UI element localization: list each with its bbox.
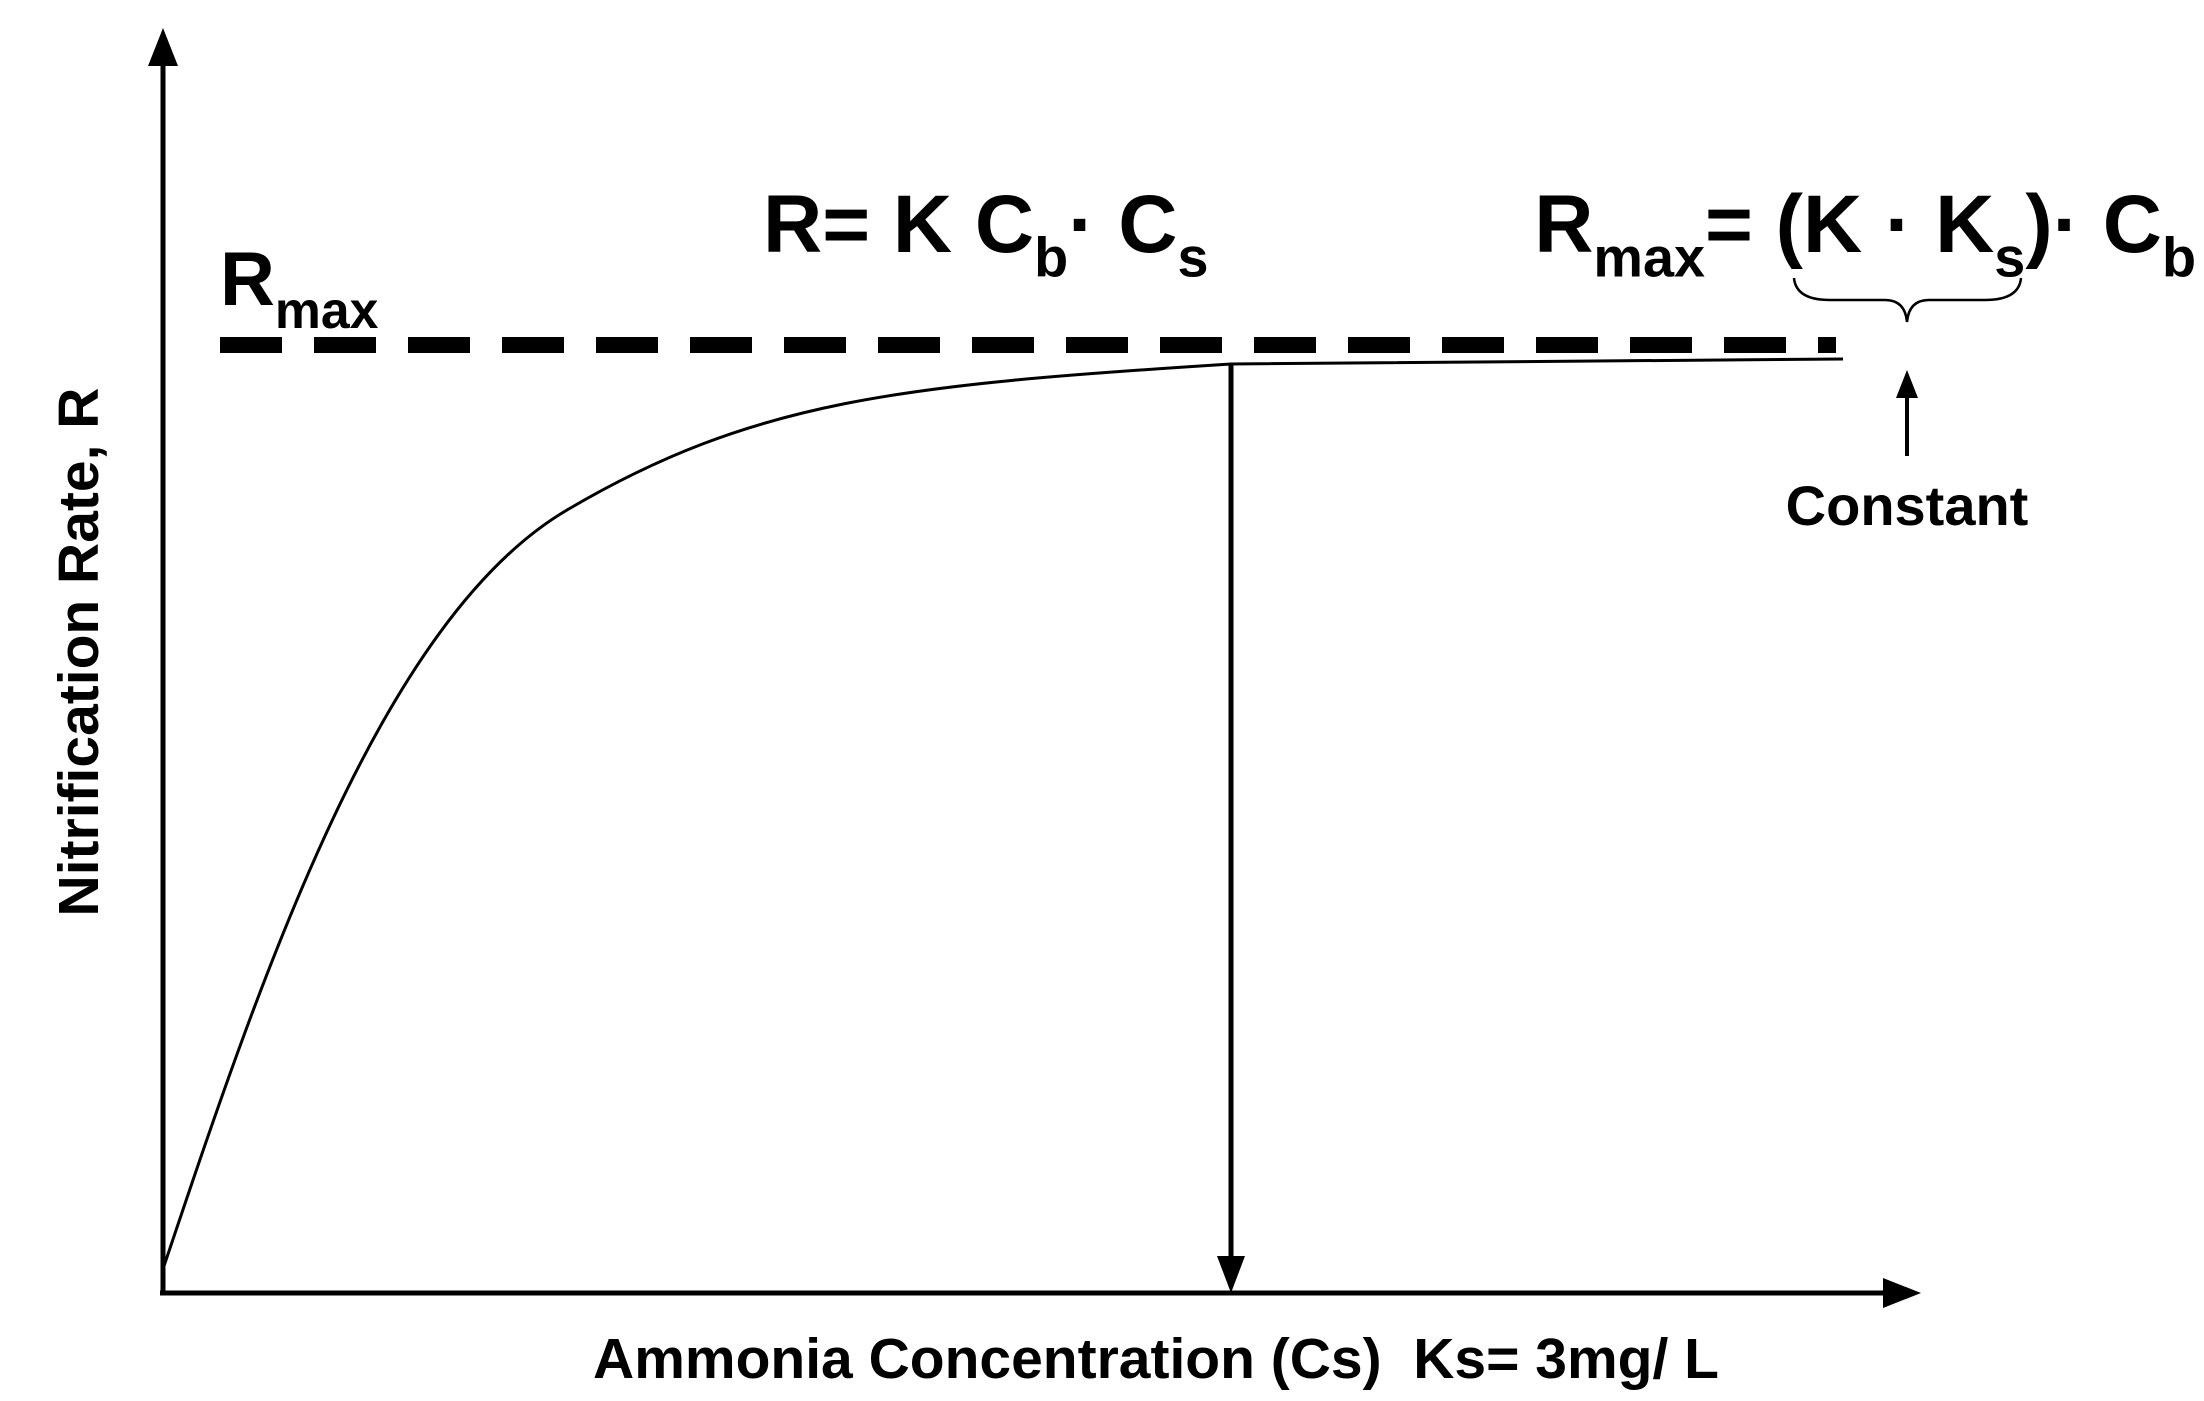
rmax-label: Rmax (220, 237, 379, 339)
equation-text: R= K C (763, 179, 1034, 270)
equation-text: )· C (2025, 179, 2162, 270)
y-axis-label: Nitrification Rate, R (47, 388, 111, 917)
equation-text: · C (1068, 179, 1177, 270)
subscript: max (275, 281, 379, 339)
y-axis-arrowhead (148, 28, 178, 66)
equation-text: = (K · K (1705, 179, 1994, 270)
rate-curve (161, 357, 1844, 1270)
equation-text: R (220, 237, 275, 322)
equation-text: R (1534, 179, 1593, 270)
constant-label: Constant (1786, 474, 2029, 537)
x-axis-label: Ammonia Concentration (Cs) Ks= 3mg/ L (593, 1327, 1719, 1391)
brace (1792, 277, 2023, 323)
constant-arrowhead (1896, 370, 1918, 398)
subscript: s (1177, 227, 1208, 289)
rmax-equation: Rmax= (K · Ks)· Cb (1534, 179, 2196, 289)
subscript: max (1593, 227, 1705, 289)
vertical-arrowhead (1217, 1256, 1245, 1293)
x-axis-arrowhead (1883, 1278, 1921, 1308)
subscript: b (1034, 227, 1068, 289)
rate-equation: R= K Cb· Cs (763, 179, 1209, 289)
subscript: s (1994, 227, 2025, 289)
subscript: b (2162, 227, 2196, 289)
